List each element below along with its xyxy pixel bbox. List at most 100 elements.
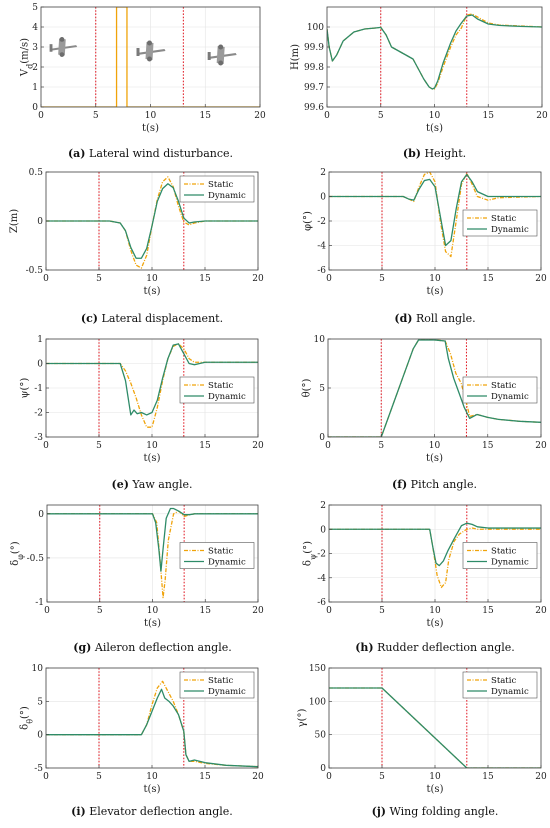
y-axis-label: Vd(m/s) xyxy=(20,38,35,77)
series-line-static xyxy=(46,176,258,269)
y-tick-label: 3 xyxy=(32,43,38,53)
data-layer xyxy=(327,7,542,107)
x-tick-label: 20 xyxy=(252,772,264,782)
y-tick-label: 100 xyxy=(307,23,324,33)
series-line-dynamic xyxy=(46,343,258,416)
legend-label-dynamic: Dynamic xyxy=(491,392,529,402)
x-tick-label: 5 xyxy=(97,606,103,616)
y-tick-label: 4 xyxy=(32,23,38,33)
y-tick-label: 99.8 xyxy=(304,63,324,73)
subfigure-caption: (d) Roll angle. xyxy=(394,312,475,325)
y-tick-label: -2 xyxy=(317,550,326,560)
y-tick-label: -1 xyxy=(35,598,44,608)
subfigure-caption: (c) Lateral displacement. xyxy=(81,312,223,325)
y-tick-label: -0.5 xyxy=(27,554,45,564)
y-tick-label: 99.7 xyxy=(304,83,324,93)
x-tick-label: 20 xyxy=(536,111,548,121)
series-line-dynamic xyxy=(329,687,541,768)
x-tick-label: 20 xyxy=(535,772,547,782)
legend-box xyxy=(462,376,538,404)
x-axis-label: t(s) xyxy=(144,453,161,464)
y-axis-label: φ(°) xyxy=(302,211,313,231)
x-tick-label: 20 xyxy=(535,441,547,451)
series-line-dynamic xyxy=(46,183,258,259)
y-tick-label: 0 xyxy=(37,360,43,370)
y-tick-label: 0 xyxy=(38,510,44,520)
series-line-dynamic xyxy=(47,507,258,572)
y-tick-label: 10 xyxy=(32,664,44,674)
y-tick-label: 0 xyxy=(37,731,43,741)
legend-label-static: Static xyxy=(208,547,233,557)
x-axis-label: t(s) xyxy=(426,453,443,464)
y-tick-label: 50 xyxy=(315,731,327,741)
y-tick-label: 0 xyxy=(320,764,326,774)
y-tick-label: 2 xyxy=(320,168,326,178)
series-line-static xyxy=(46,343,258,428)
rotor-shape xyxy=(218,60,224,66)
y-tick-label: 99.6 xyxy=(304,103,324,113)
y-tick-label: -2 xyxy=(317,217,326,227)
y-axis-label: θ(°) xyxy=(301,378,312,397)
y-tick-label: 5 xyxy=(37,697,43,707)
legend-label-dynamic: Dynamic xyxy=(491,225,529,235)
y-axis-label: Z(m) xyxy=(9,209,20,233)
y-axis-label: δθ(°) xyxy=(19,706,34,730)
y-tick-label: 99.9 xyxy=(304,43,324,53)
x-tick-label: 15 xyxy=(482,772,494,782)
x-tick-label: 15 xyxy=(482,274,494,284)
x-axis-label: t(s) xyxy=(144,618,161,629)
x-axis-label: t(s) xyxy=(427,618,444,629)
y-tick-label: 0 xyxy=(37,217,43,227)
chart-panel-c: 0 5 10 15 20-0.500.5t(s)Z(m)StaticDynamic(c)… xyxy=(9,168,264,325)
y-tick-label: -3 xyxy=(34,433,43,443)
x-tick-label: 10 xyxy=(146,441,158,451)
y-tick-label: 0 xyxy=(32,103,38,113)
x-tick-label: 10 xyxy=(429,274,441,284)
y-axis-label: H(m) xyxy=(290,44,301,70)
x-tick-label: 5 xyxy=(378,441,384,451)
x-tick-label: 15 xyxy=(482,606,494,616)
legend-box xyxy=(179,542,255,569)
x-tick-label: 10 xyxy=(429,441,441,451)
chart-panel-b: 0 5 10 15 20 99.6 99.7 99.8 99.9 100 t(s) H(m) (b) H… xyxy=(290,6,548,160)
x-tick-label: 0 xyxy=(43,772,49,782)
x-tick-label: 5 xyxy=(96,772,102,782)
legend-label-static: Static xyxy=(491,547,516,557)
data-layer xyxy=(328,339,541,437)
x-tick-label: 0 xyxy=(43,441,49,451)
legend-label-static: Static xyxy=(491,676,516,686)
y-axis-label: γ(°) xyxy=(297,709,308,728)
rotor-shape xyxy=(59,37,65,42)
aircraft-illustration xyxy=(207,44,237,66)
y-tick-label: -0.5 xyxy=(26,266,44,276)
legend-label-static: Static xyxy=(208,676,233,686)
x-tick-label: 10 xyxy=(146,274,158,284)
tail-shape xyxy=(49,44,53,52)
series-line-dynamic xyxy=(327,14,542,90)
x-axis-label: t(s) xyxy=(426,123,443,134)
x-tick-label: 15 xyxy=(199,772,211,782)
x-tick-label: 20 xyxy=(254,111,266,121)
series-line-static xyxy=(329,172,541,258)
legend-label-dynamic: Dynamic xyxy=(491,558,529,568)
series-line-dynamic xyxy=(328,339,541,437)
wing-shape xyxy=(216,46,225,64)
x-tick-label: 5 xyxy=(96,441,102,451)
aircraft-illustration xyxy=(136,40,166,62)
subfigure-caption: (f) Pitch angle. xyxy=(392,478,477,491)
x-tick-label: 20 xyxy=(535,606,547,616)
x-tick-label: 5 xyxy=(96,274,102,284)
subfigure-caption: (a) Lateral wind disturbance. xyxy=(68,147,233,160)
legend-label-static: Static xyxy=(491,214,516,224)
x-tick-label: 10 xyxy=(147,606,159,616)
y-tick-label: 5 xyxy=(32,3,38,13)
y-tick-label: 2 xyxy=(320,501,326,511)
legend-label-dynamic: Dynamic xyxy=(208,687,246,697)
x-tick-label: 5 xyxy=(378,111,384,121)
